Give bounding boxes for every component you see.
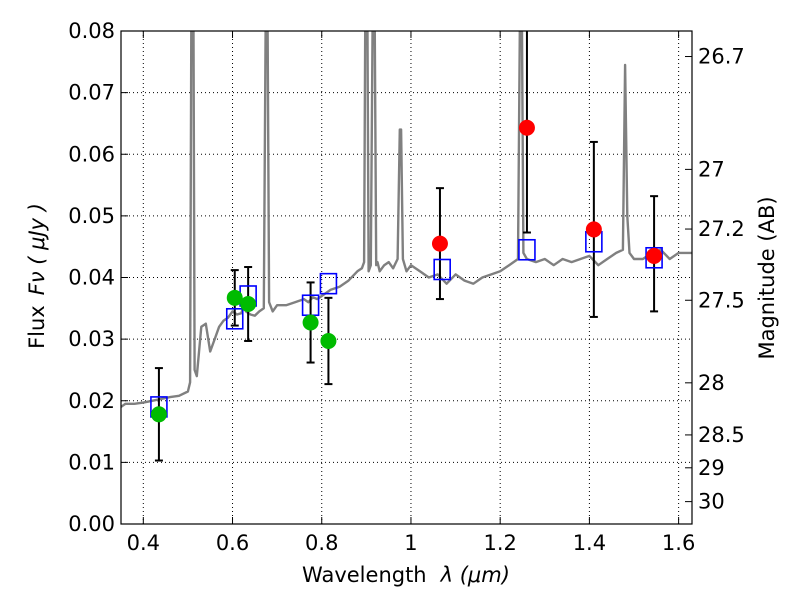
x-tick-label: 1: [404, 531, 417, 555]
infrared-data-point: [431, 235, 448, 252]
y-tick-label: 0.06: [68, 142, 115, 166]
right-tick-label: 26.7: [698, 45, 745, 69]
optical-data-point: [240, 295, 257, 312]
plot-frame: [120, 30, 693, 525]
x-tick-label: 1.6: [662, 531, 695, 555]
optical-data-point: [226, 289, 243, 306]
y-tick-label: 0.01: [68, 450, 115, 474]
x-tick-label: 0.4: [127, 531, 160, 555]
y-tick-label: 0.05: [68, 204, 115, 228]
right-tick-label: 30: [698, 490, 725, 514]
model-point: [225, 307, 244, 330]
spectrum-line: [121, 31, 692, 408]
x-tick-label: 0.8: [305, 531, 338, 555]
right-axis-label: Magnitude (AB): [755, 196, 779, 359]
right-tick-label: 27.5: [698, 288, 745, 312]
y-axis-label: FluxFν ( μJy ): [25, 203, 49, 349]
plot-area: [121, 31, 692, 462]
x-tick-label: 1.4: [573, 531, 606, 555]
x-tick-label: 1.2: [483, 531, 516, 555]
optical-data-point: [320, 332, 337, 349]
model-point: [518, 238, 536, 261]
right-tick-label: 28.5: [698, 423, 745, 447]
grid: [121, 30, 692, 525]
y-tick-label: 0.00: [68, 512, 115, 536]
right-tick-label: 28: [698, 371, 725, 395]
infrared-data-point: [646, 247, 663, 264]
right-tick-label: 27: [698, 157, 725, 181]
right-tick-label: 27.2: [698, 217, 745, 241]
y-tick-label: 0.03: [68, 327, 115, 351]
right-tick-label: 29: [698, 456, 725, 480]
axes: 0.4 0.6 0.8 1 1.2 1.4 1.6 0.00 0.01 0.02 0.03 0.04 0…: [68, 19, 745, 555]
x-tick-label: 0.6: [216, 531, 249, 555]
optical-data-point: [150, 406, 167, 423]
y-tick-label: 0.02: [68, 389, 115, 413]
model-point: [645, 246, 663, 269]
optical-data-point: [302, 314, 319, 331]
y-tick-label: 0.07: [68, 81, 115, 105]
x-axis-label: Wavelength λ (μm): [302, 563, 510, 587]
model-point: [433, 258, 451, 281]
infrared-data-point: [585, 221, 602, 238]
model-point: [319, 272, 338, 295]
y-tick-label: 0.04: [68, 266, 115, 290]
infrared-data-point: [518, 119, 535, 136]
y-tick-label: 0.08: [68, 19, 115, 43]
